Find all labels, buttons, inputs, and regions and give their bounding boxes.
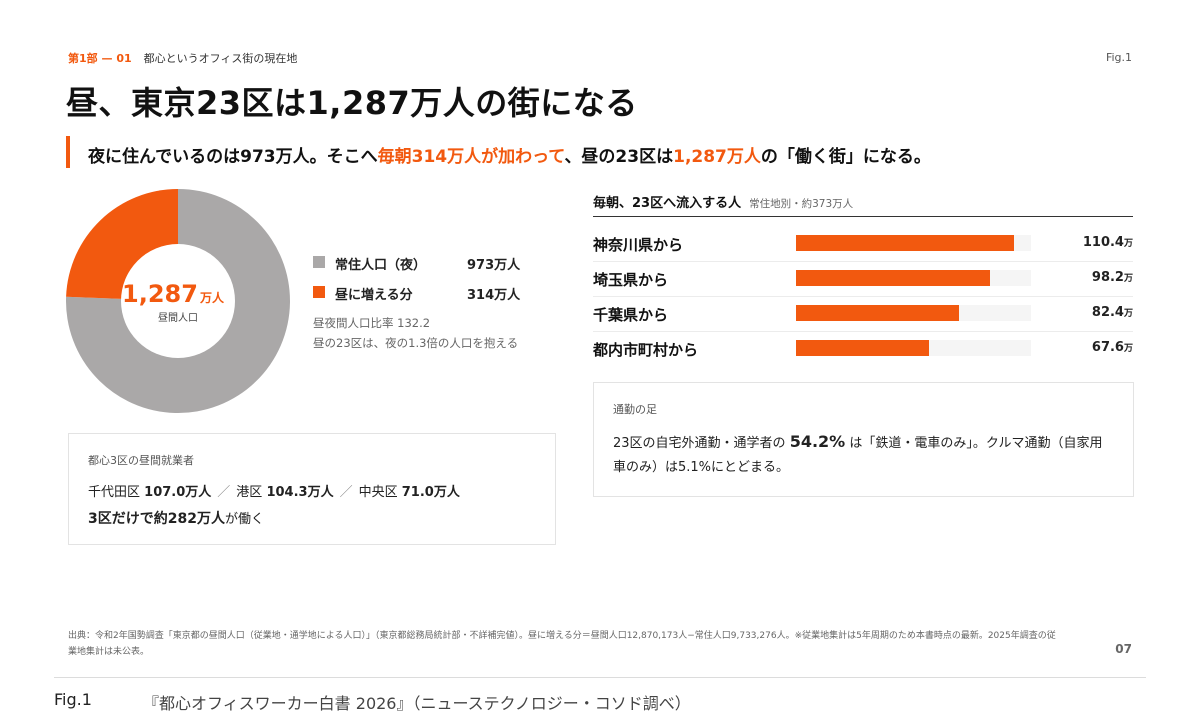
lead-part-2: 、昼の23区は xyxy=(564,147,674,167)
figure-caption-title: 『都心オフィスワーカー白書 2026』（ニューステクノロジー・コソド調べ） xyxy=(143,694,691,713)
legend-swatch xyxy=(313,286,325,298)
ward-separator: ／ xyxy=(217,485,231,500)
lead-highlight-2: 1,287万人 xyxy=(673,147,761,167)
ward-value: 71.0万人 xyxy=(401,485,460,500)
ward-separator: ／ xyxy=(339,485,353,500)
bar-value-label: 110.4万 xyxy=(1082,235,1133,250)
donut-center-value: 1,287 万人 xyxy=(122,280,225,308)
ward-name: 中央区 xyxy=(358,485,398,500)
lead-text: 夜に住んでいるのは973万人。そこへ毎朝314万人が加わって、昼の23区は1,2… xyxy=(88,142,931,167)
legend-item: 昼に増える分 314万人 xyxy=(313,284,523,314)
legend-value: 314万人 xyxy=(467,288,521,303)
page-number: 07 xyxy=(1115,642,1132,656)
inflow-chart-rule xyxy=(593,216,1133,217)
bar-row: 神奈川県から 110.4万 xyxy=(593,226,1133,262)
figure-caption-label: Fig.1 xyxy=(54,690,92,709)
legend-swatch xyxy=(313,256,325,268)
bar-label: 神奈川県から xyxy=(593,236,684,254)
bar-track xyxy=(796,305,1031,321)
commute-highlight-value: 54.2% xyxy=(789,432,846,451)
commute-text: 23区の自宅外通勤・通学者の 54.2% は「鉄道・電車のみ」。クルマ通勤（自家… xyxy=(613,432,1103,475)
bar-value-label: 67.6万 xyxy=(1091,340,1133,355)
donut-center-label: 昼間人口 xyxy=(158,312,198,324)
bar xyxy=(796,305,959,321)
ward-name: 港区 xyxy=(236,485,263,500)
footer-divider xyxy=(54,677,1146,678)
legend-item: 常住人口（夜） 973万人 xyxy=(313,254,523,284)
legend-label: 常住人口（夜） xyxy=(335,258,427,273)
section-number: 第1部 — 01 xyxy=(68,52,132,65)
lead-part-1: 夜に住んでいるのは973万人。そこへ xyxy=(88,147,378,167)
bar-value-label: 98.2万 xyxy=(1091,270,1133,285)
ward-value: 104.3万人 xyxy=(266,485,334,500)
bar-label: 埼玉県から xyxy=(593,271,669,289)
bar-label: 都内市町村から xyxy=(593,341,699,359)
bar-row: 都内市町村から 67.6万 xyxy=(593,331,1133,366)
fig-tag: Fig.1 xyxy=(1105,51,1132,64)
legend-label: 昼に増える分 xyxy=(335,288,413,303)
donut-note-ratio: 昼夜間人口比率 132.2 xyxy=(313,316,431,330)
bar-row: 千葉県から 82.4万 xyxy=(593,296,1133,332)
workers-card: 都心3区の昼間就業者 千代田区 107.0万人 ／ 港区 104.3万人 ／ 中央区 7… xyxy=(68,433,556,545)
workers-total-rest: が働く xyxy=(224,512,264,527)
workers-total: 3区だけで約282万人が働く xyxy=(88,508,264,528)
donut-note-multiple: 昼の23区は、夜の1.3倍の人口を抱える xyxy=(313,336,519,350)
donut-hole xyxy=(121,244,235,358)
donut-note: 昼夜間人口比率 132.2 昼の23区は、夜の1.3倍の人口を抱える xyxy=(313,313,518,353)
section-title: 都心というオフィス街の現在地 xyxy=(143,52,298,65)
bar-track xyxy=(796,340,1031,356)
source-note: 出典：令和2年国勢調査「東京都の昼間人口（従業地・通学地による人口）」（東京都総… xyxy=(68,631,1056,657)
section-label: 第1部 — 01 都心というオフィス街の現在地 xyxy=(68,50,297,66)
donut-chart: 1,287 万人 昼間人口 xyxy=(66,189,290,413)
lead-part-3: の「働く街」になる。 xyxy=(760,147,931,167)
legend-value: 973万人 xyxy=(467,258,521,273)
workers-total-bold: 3区だけで約282万人 xyxy=(88,511,225,527)
ward-value: 107.0万人 xyxy=(144,485,212,500)
bar xyxy=(796,340,930,356)
lead-accent-bar xyxy=(66,136,70,168)
commute-card-title: 通勤の足 xyxy=(613,403,657,416)
bar-row: 埼玉県から 98.2万 xyxy=(593,261,1133,297)
page-title: 昼、東京23区は1,287万人の街になる xyxy=(66,84,638,122)
bar-track xyxy=(796,270,1031,286)
lead-highlight-1: 毎朝314万人が加わって xyxy=(377,147,565,167)
inflow-chart-title: 毎朝、23区へ流入する人 xyxy=(593,196,742,211)
workers-card-title: 都心3区の昼間就業者 xyxy=(88,454,194,467)
bar-track xyxy=(796,235,1031,251)
inflow-chart-header: 毎朝、23区へ流入する人 常住地別・約373万人 xyxy=(593,192,1133,211)
bar xyxy=(796,235,1015,251)
bar-value-label: 82.4万 xyxy=(1091,305,1133,320)
bar-label: 千葉県から xyxy=(593,306,669,324)
commute-card: 通勤の足 23区の自宅外通勤・通学者の 54.2% は「鉄道・電車のみ」。クルマ… xyxy=(593,382,1134,497)
wards-line: 千代田区 107.0万人 ／ 港区 104.3万人 ／ 中央区 71.0万人 xyxy=(88,481,460,500)
bar xyxy=(796,270,990,286)
donut-legend: 常住人口（夜） 973万人 昼に増える分 314万人 xyxy=(313,254,523,314)
inflow-chart-subtitle: 常住地別・約373万人 xyxy=(749,198,854,210)
ward-name: 千代田区 xyxy=(88,485,141,500)
